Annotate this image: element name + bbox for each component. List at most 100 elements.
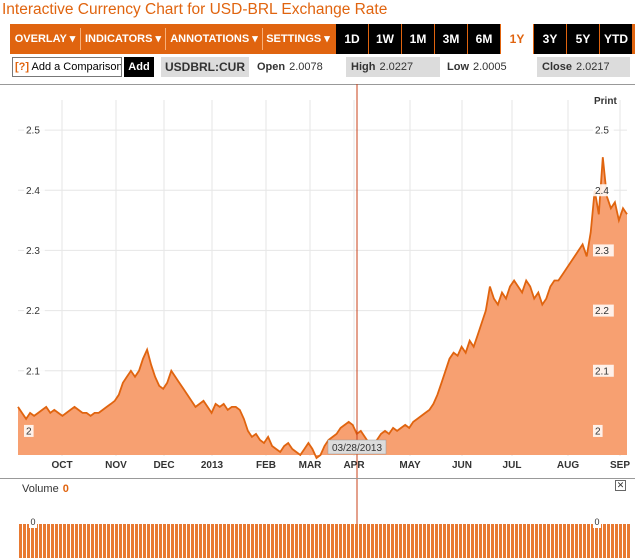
volume-bar <box>511 524 514 558</box>
volume-bar <box>503 524 506 558</box>
volume-bar <box>335 524 338 558</box>
chart-frame <box>0 84 635 478</box>
toolbar-divider <box>262 28 263 50</box>
volume-bar <box>315 524 318 558</box>
volume-bars <box>19 524 630 558</box>
volume-bar <box>463 524 466 558</box>
volume-bar <box>559 524 562 558</box>
y-tick-bg-right <box>593 244 614 257</box>
y-tick-label-left: 2.5 <box>26 126 40 137</box>
volume-bar <box>595 524 598 558</box>
volume-bar <box>371 524 374 558</box>
range-1m-button[interactable]: 1M <box>402 24 434 54</box>
volume-bar <box>35 524 38 558</box>
range-selector: 1D 1W 1M 3M 6M 1Y 3Y 5Y YTD <box>334 24 635 54</box>
range-1y-button[interactable]: 1Y <box>501 24 533 54</box>
volume-bar <box>299 524 302 558</box>
volume-bar <box>403 524 406 558</box>
y-tick-label-right: 2 <box>595 426 601 437</box>
annotations-menu-button[interactable]: ANNOTATIONS ▾ <box>170 33 258 45</box>
volume-bar <box>135 524 138 558</box>
indicators-menu-button[interactable]: INDICATORS ▾ <box>84 33 161 45</box>
range-3m-button[interactable]: 3M <box>435 24 467 54</box>
price-line <box>17 157 628 460</box>
volume-bar <box>239 524 242 558</box>
volume-bar <box>591 524 594 558</box>
volume-bar <box>31 524 34 558</box>
volume-bar <box>55 524 58 558</box>
y-tick-label-left: 2.2 <box>26 306 40 317</box>
volume-bar <box>91 524 94 558</box>
x-tick-label: DEC <box>153 460 174 471</box>
volume-bar <box>495 524 498 558</box>
add-comparison-button[interactable]: Add <box>124 57 154 77</box>
settings-menu-button[interactable]: SETTINGS ▾ <box>266 33 330 45</box>
volume-bar <box>507 524 510 558</box>
quote-bar: [?] Add a Comparison Add USDBRL:CUR Open… <box>0 57 635 79</box>
volume-bar <box>479 524 482 558</box>
volume-bar <box>571 524 574 558</box>
volume-bar <box>307 524 310 558</box>
volume-bar <box>67 524 70 558</box>
range-ytd-button[interactable]: YTD <box>600 24 632 54</box>
volume-bar <box>223 524 226 558</box>
range-5y-button[interactable]: 5Y <box>567 24 599 54</box>
volume-bar <box>627 524 630 558</box>
volume-bar <box>563 524 566 558</box>
volume-bar <box>383 524 386 558</box>
x-tick-label: OCT <box>51 460 72 471</box>
y-tick-bg-left <box>24 244 45 257</box>
y-tick-label-left: 2.3 <box>26 246 40 257</box>
volume-label-text: Volume <box>22 483 59 495</box>
volume-panel <box>0 478 635 558</box>
volume-bar <box>491 524 494 558</box>
close-label: Close <box>542 61 572 73</box>
print-link[interactable]: Print <box>594 96 617 107</box>
volume-bar <box>39 524 42 558</box>
volume-bar <box>255 524 258 558</box>
comparison-input[interactable]: [?] Add a Comparison <box>12 57 122 77</box>
y-tick-bg-right <box>593 184 614 197</box>
volume-bar <box>359 524 362 558</box>
volume-bar <box>247 524 250 558</box>
volume-bar <box>287 524 290 558</box>
volume-bar <box>531 524 534 558</box>
volume-bar <box>603 524 606 558</box>
toolbar-divider <box>165 28 166 50</box>
x-tick-label: 2013 <box>201 460 224 471</box>
crosshair-date-text: 03/28/2013 <box>332 443 382 454</box>
y-tick-bg-right <box>593 304 614 317</box>
y-tick-label-right: 2.1 <box>595 366 609 377</box>
overlay-menu-button[interactable]: OVERLAY ▾ <box>14 33 76 45</box>
volume-bar <box>143 524 146 558</box>
volume-axis-label-right: 0 <box>594 517 599 527</box>
range-6m-button[interactable]: 6M <box>468 24 500 54</box>
x-tick-label: MAR <box>299 460 323 471</box>
y-tick-bg-left <box>24 184 45 197</box>
help-icon[interactable]: [?] <box>15 61 30 73</box>
page-title: Interactive Currency Chart for USD-BRL E… <box>2 1 388 18</box>
volume-bar <box>543 524 546 558</box>
volume-bar <box>183 524 186 558</box>
volume-value: 0 <box>62 483 69 495</box>
volume-bar <box>411 524 414 558</box>
volume-bar <box>275 524 278 558</box>
range-1w-button[interactable]: 1W <box>369 24 401 54</box>
volume-bar <box>295 524 298 558</box>
close-icon[interactable]: ✕ <box>615 480 626 491</box>
volume-bar <box>203 524 206 558</box>
low-value: 2.0005 <box>473 61 507 73</box>
volume-bar <box>167 524 170 558</box>
symbol-label: USDBRL:CUR <box>161 57 249 77</box>
volume-bar <box>123 524 126 558</box>
volume-bar <box>283 524 286 558</box>
range-3y-button[interactable]: 3Y <box>534 24 566 54</box>
price-area <box>18 157 627 458</box>
volume-bar <box>355 524 358 558</box>
volume-bar <box>243 524 246 558</box>
comparison-placeholder: Add a Comparison <box>31 61 122 73</box>
close-value: 2.0217 <box>575 61 610 73</box>
open-stat: Open 2.0078 <box>252 57 342 77</box>
range-1d-button[interactable]: 1D <box>336 24 368 54</box>
